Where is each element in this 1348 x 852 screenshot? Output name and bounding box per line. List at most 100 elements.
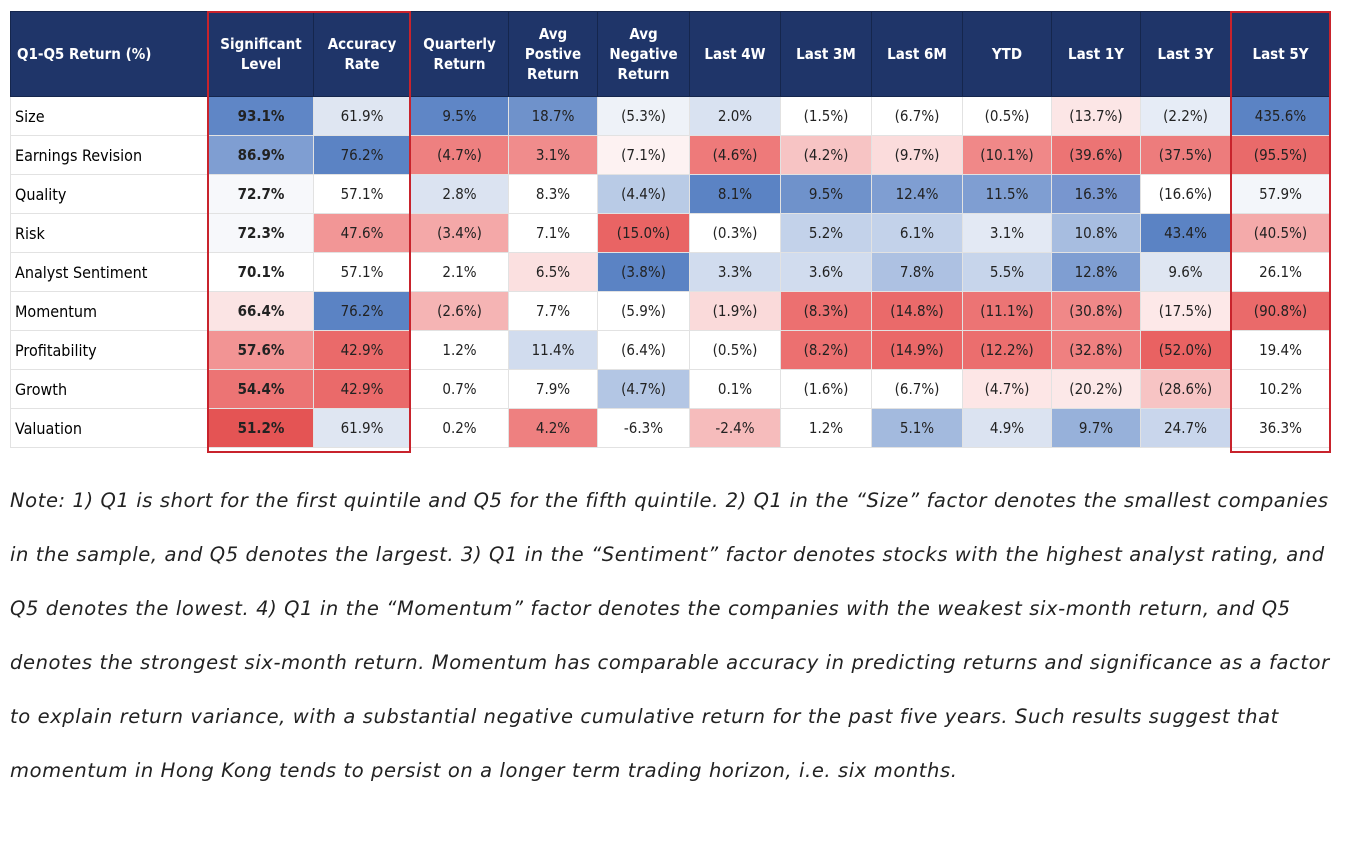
table-cell: 86.9%: [208, 135, 314, 175]
table-cell: 72.7%: [208, 174, 314, 214]
table-row: Growth 54.4% 42.9% 0.7% 7.9% (4.7%) 0.1% (1.6%)…: [10, 369, 1331, 409]
table-cell: (10.1%): [962, 135, 1052, 175]
table-cell: (39.6%): [1051, 135, 1141, 175]
table-cell: 5.5%: [962, 252, 1052, 292]
table-cell: 18.7%: [508, 96, 598, 136]
table-cell: 3.3%: [689, 252, 781, 292]
table-cell: (28.6%): [1140, 369, 1231, 409]
table-cell: 6.1%: [871, 213, 963, 253]
table-cell: (3.8%): [597, 252, 690, 292]
table-cell: (8.3%): [780, 291, 872, 331]
table-cell: 11.5%: [962, 174, 1052, 214]
table-cell: 57.1%: [313, 174, 411, 214]
table-cell: (13.7%): [1051, 96, 1141, 136]
table-cell: 0.2%: [410, 408, 509, 448]
header-cell: YTD: [962, 11, 1052, 97]
table-cell: (7.1%): [597, 135, 690, 175]
row-label: Quality: [10, 174, 209, 214]
table-cell: (20.2%): [1051, 369, 1141, 409]
table-cell: (1.5%): [780, 96, 872, 136]
table-cell: (52.0%): [1140, 330, 1231, 370]
table-cell: (0.5%): [689, 330, 781, 370]
header-cell: Last 1Y: [1051, 11, 1141, 97]
table-cell: 26.1%: [1230, 252, 1331, 292]
table-cell: (4.4%): [597, 174, 690, 214]
table-cell: (40.5%): [1230, 213, 1331, 253]
header-row: Q1-Q5 Return (%) Significant Level Accurac…: [10, 11, 1331, 97]
table-cell: -2.4%: [689, 408, 781, 448]
row-label: Analyst Sentiment: [10, 252, 209, 292]
table-cell: (2.6%): [410, 291, 509, 331]
row-label: Growth: [10, 369, 209, 409]
table-cell: 57.1%: [313, 252, 411, 292]
table-cell: 5.2%: [780, 213, 872, 253]
table-cell: (11.1%): [962, 291, 1052, 331]
row-label: Momentum: [10, 291, 209, 331]
table-cell: 5.1%: [871, 408, 963, 448]
header-cell: Quarterly Return: [410, 11, 509, 97]
row-label: Risk: [10, 213, 209, 253]
table-cell: (37.5%): [1140, 135, 1231, 175]
table-cell: 2.8%: [410, 174, 509, 214]
table-cell: (3.4%): [410, 213, 509, 253]
table-cell: (4.6%): [689, 135, 781, 175]
table-row: Risk 72.3% 47.6% (3.4%) 7.1% (15.0%) (0.3%) 5.2…: [10, 213, 1331, 253]
note-paragraph: Note: 1) Q1 is short for the first quint…: [10, 489, 1330, 782]
table-body: Size 93.1% 61.9% 9.5% 18.7% (5.3%) 2.0% (1.5%)(…: [10, 96, 1331, 448]
table-row: Size 93.1% 61.9% 9.5% 18.7% (5.3%) 2.0% (1.5%)(…: [10, 96, 1331, 136]
header-cell: Last 4W: [689, 11, 781, 97]
header-cell: Last 6M: [871, 11, 963, 97]
table-cell: 2.1%: [410, 252, 509, 292]
table-cell: 3.1%: [962, 213, 1052, 253]
table-cell: (9.7%): [871, 135, 963, 175]
header-cell: Last 3Y: [1140, 11, 1231, 97]
table-cell: 93.1%: [208, 96, 314, 136]
table-cell: 1.2%: [780, 408, 872, 448]
table-cell: 9.7%: [1051, 408, 1141, 448]
table-cell: (0.3%): [689, 213, 781, 253]
table-cell: (0.5%): [962, 96, 1052, 136]
table-cell: 2.0%: [689, 96, 781, 136]
table-cell: (6.7%): [871, 96, 963, 136]
table-cell: 4.2%: [508, 408, 598, 448]
table-cell: 57.9%: [1230, 174, 1331, 214]
table-cell: (1.6%): [780, 369, 872, 409]
table-cell: 66.4%: [208, 291, 314, 331]
table-cell: 1.2%: [410, 330, 509, 370]
table-row: Valuation 51.2% 61.9% 0.2% 4.2% -6.3% -2.4% 1.2…: [10, 408, 1331, 448]
table-cell: (16.6%): [1140, 174, 1231, 214]
table-cell: (4.7%): [962, 369, 1052, 409]
table-cell: 4.9%: [962, 408, 1052, 448]
table-cell: 36.3%: [1230, 408, 1331, 448]
table-row: Profitability 57.6% 42.9% 1.2% 11.4% (6.4%) (0…: [10, 330, 1331, 370]
table-cell: 12.4%: [871, 174, 963, 214]
table-cell: (6.4%): [597, 330, 690, 370]
table-cell: (1.9%): [689, 291, 781, 331]
table-cell: 435.6%: [1230, 96, 1331, 136]
table-cell: 0.7%: [410, 369, 509, 409]
table-cell: (30.8%): [1051, 291, 1141, 331]
table-cell: 11.4%: [508, 330, 598, 370]
table-cell: (90.8%): [1230, 291, 1331, 331]
row-label: Profitability: [10, 330, 209, 370]
table-cell: (14.8%): [871, 291, 963, 331]
header-cell: Last 3M: [780, 11, 872, 97]
table-cell: 16.3%: [1051, 174, 1141, 214]
table-cell: 43.4%: [1140, 213, 1231, 253]
table-cell: -6.3%: [597, 408, 690, 448]
table-cell: (4.7%): [597, 369, 690, 409]
table-cell: 42.9%: [313, 369, 411, 409]
table-cell: 61.9%: [313, 408, 411, 448]
header-cell-title: Q1-Q5 Return (%): [10, 11, 209, 97]
table-row: Quality 72.7% 57.1% 2.8% 8.3% (4.4%) 8.1% 9.5% 1…: [10, 174, 1331, 214]
table-cell: 70.1%: [208, 252, 314, 292]
table-row: Earnings Revision 86.9% 76.2% (4.7%) 3.1% (7.…: [10, 135, 1331, 175]
row-label: Size: [10, 96, 209, 136]
table-cell: 76.2%: [313, 135, 411, 175]
table-cell: 9.5%: [410, 96, 509, 136]
table-cell: 0.1%: [689, 369, 781, 409]
table-cell: 12.8%: [1051, 252, 1141, 292]
table-cell: 54.4%: [208, 369, 314, 409]
table-cell: 9.6%: [1140, 252, 1231, 292]
table-cell: 7.8%: [871, 252, 963, 292]
